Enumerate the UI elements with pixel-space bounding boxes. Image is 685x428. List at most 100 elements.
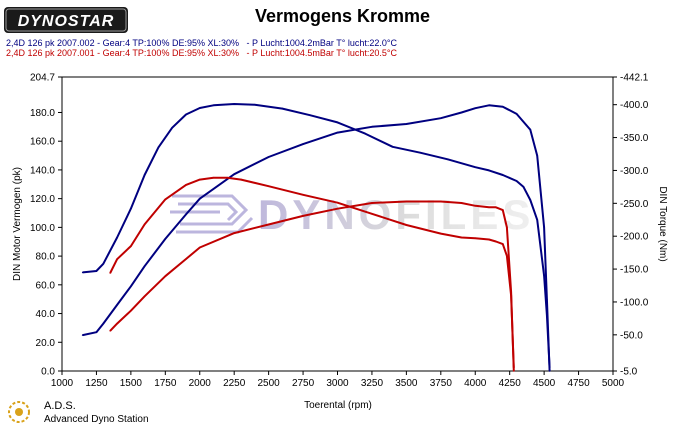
run-legend-2: 2,4D 126 pk 2007.001 - Gear:4 TP:100% DE… [6, 48, 397, 58]
data-point [130, 207, 132, 210]
data-point [488, 104, 490, 107]
data-point [95, 331, 98, 334]
x-tick-label: 3750 [430, 378, 453, 389]
y-left-tick-label: 40.0 [36, 309, 56, 320]
data-point [405, 224, 408, 226]
data-point [529, 199, 532, 201]
data-point [548, 370, 551, 372]
data-point [143, 174, 146, 176]
data-point [267, 156, 270, 158]
y-left-tick-label: 180.0 [30, 108, 55, 119]
x-tick-label: 3250 [361, 378, 384, 389]
data-point [502, 243, 504, 245]
x-tick-label: 2000 [189, 378, 212, 389]
dynostar-logo-text: DYNOSTAR [18, 13, 115, 30]
data-point [81, 271, 84, 274]
y-left-tick-label: 204.7 [30, 73, 55, 84]
data-point [495, 206, 497, 209]
y-right-tick-label: -5.0 [620, 367, 638, 378]
y-left-tick-label: 0.0 [41, 367, 55, 378]
data-point [405, 123, 408, 125]
data-point [543, 274, 545, 277]
data-point [233, 103, 235, 105]
data-point [130, 285, 132, 288]
data-point [233, 232, 235, 234]
data-point [254, 103, 256, 106]
data-point [536, 154, 538, 157]
data-point [513, 370, 515, 372]
data-point [446, 158, 449, 161]
y-right-tick-label: -200.0 [620, 232, 649, 243]
data-point [460, 236, 463, 239]
data-point [460, 202, 463, 204]
data-point [109, 272, 111, 274]
data-point [506, 226, 508, 229]
data-point [226, 176, 229, 179]
y-left-tick-label: 60.0 [36, 280, 56, 291]
y-right-tick-label: -150.0 [620, 265, 649, 276]
series [81, 103, 551, 372]
data-point [199, 107, 201, 109]
ads-logo-icon [8, 401, 30, 423]
data-point [130, 245, 132, 247]
series-line-torque-run-002 [82, 103, 551, 368]
data-point [440, 200, 442, 203]
data-point [302, 143, 304, 145]
data-point [143, 223, 146, 226]
x-tick-label: 5000 [602, 378, 625, 389]
data-point [109, 330, 111, 332]
data-point [371, 202, 373, 204]
data-point [185, 113, 187, 116]
data-point [488, 206, 490, 209]
data-point [143, 265, 146, 268]
y-left-tick-label: 120.0 [30, 194, 55, 205]
data-point [502, 209, 504, 211]
data-point [116, 322, 118, 325]
data-point [212, 104, 215, 107]
data-point [233, 173, 235, 175]
ticks: 1000 1250 1500 1750 2000 2250 2500 2750 3000 3250… [30, 73, 649, 390]
data-point [102, 322, 105, 325]
y-axis-right-label: DIN Torque (Nm) [657, 186, 668, 261]
data-point [164, 275, 167, 278]
data-point [364, 132, 366, 135]
data-point [116, 304, 118, 306]
footer-subtitle: Advanced Dyno Station [44, 414, 149, 425]
data-point [502, 105, 504, 108]
x-tick-label: 1250 [85, 378, 108, 389]
y-right-tick-label: -100.0 [620, 297, 649, 308]
data-point [502, 174, 504, 176]
data-point [116, 236, 118, 239]
data-point [460, 111, 463, 114]
series-line-power-run-001 [109, 200, 515, 372]
data-point [281, 107, 284, 110]
data-point [267, 185, 270, 187]
data-point [506, 255, 508, 257]
run-label: 2,4D 126 pk 2007.001 - Gear:4 TP:100% DE… [6, 48, 239, 58]
data-point [267, 223, 270, 226]
data-point [240, 178, 242, 181]
y-right-tick-label: -350.0 [620, 133, 649, 144]
data-point [529, 128, 532, 131]
data-point [474, 166, 477, 168]
watermark-emblem [170, 194, 254, 234]
data-point [302, 194, 304, 196]
data-point [391, 146, 394, 148]
x-tick-label: 1500 [120, 378, 143, 389]
data-point [185, 213, 187, 216]
x-tick-label: 4250 [499, 378, 522, 389]
data-point [309, 114, 311, 116]
data-point [199, 178, 201, 181]
data-point [336, 131, 339, 134]
data-point [102, 263, 105, 265]
data-point [143, 295, 146, 298]
series-line-torque-run-001 [109, 176, 515, 368]
data-point [488, 238, 490, 241]
data-point [185, 184, 187, 186]
footer-name: A.D.S. [44, 400, 76, 412]
data-point [371, 213, 373, 215]
watermark-text: DYNOFILES [258, 191, 534, 238]
data-point [212, 176, 215, 179]
x-tick-label: 3500 [395, 378, 418, 389]
